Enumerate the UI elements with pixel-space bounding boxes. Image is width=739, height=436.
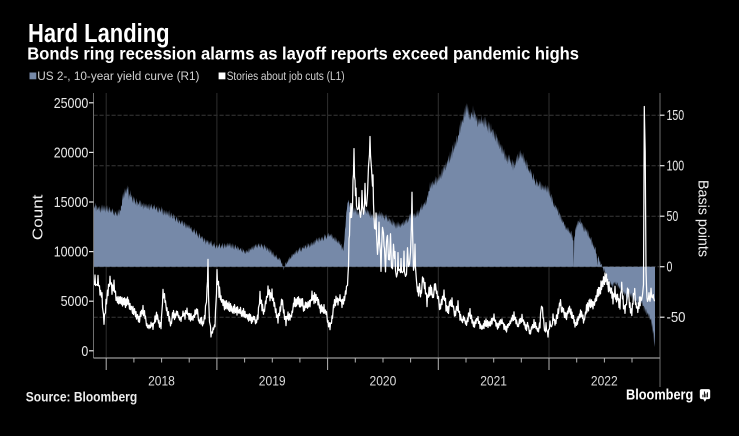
svg-text:25000: 25000 (54, 95, 89, 112)
svg-text:2021: 2021 (480, 372, 507, 388)
svg-text:20000: 20000 (54, 144, 89, 161)
svg-text:Count: Count (31, 195, 47, 241)
svg-text:Bonds ring recession alarms as: Bonds ring recession alarms as layoff re… (27, 43, 579, 63)
svg-text:-50: -50 (667, 309, 686, 326)
svg-text:2020: 2020 (370, 372, 397, 388)
svg-text:Bloomberg: Bloomberg (626, 388, 693, 404)
svg-text:5000: 5000 (61, 293, 89, 310)
svg-text:2019: 2019 (259, 372, 286, 388)
svg-text:Source: Bloomberg: Source: Bloomberg (26, 389, 137, 404)
svg-text:10000: 10000 (54, 244, 89, 261)
svg-text:Basis points: Basis points (695, 180, 711, 257)
svg-text:Stories about job cuts (L1): Stories about job cuts (L1) (227, 69, 345, 83)
svg-text:150: 150 (667, 107, 685, 124)
svg-text:US 2-, 10-year yield curve (R1: US 2-, 10-year yield curve (R1) (37, 69, 199, 83)
svg-text:0: 0 (667, 259, 673, 276)
svg-text:2022: 2022 (591, 372, 618, 388)
svg-text:15000: 15000 (54, 194, 89, 211)
svg-text:0: 0 (81, 343, 88, 360)
svg-text:2018: 2018 (148, 372, 175, 388)
svg-text:100: 100 (667, 158, 685, 175)
svg-text:50: 50 (667, 208, 679, 225)
svg-text:Hard Landing: Hard Landing (28, 20, 170, 48)
